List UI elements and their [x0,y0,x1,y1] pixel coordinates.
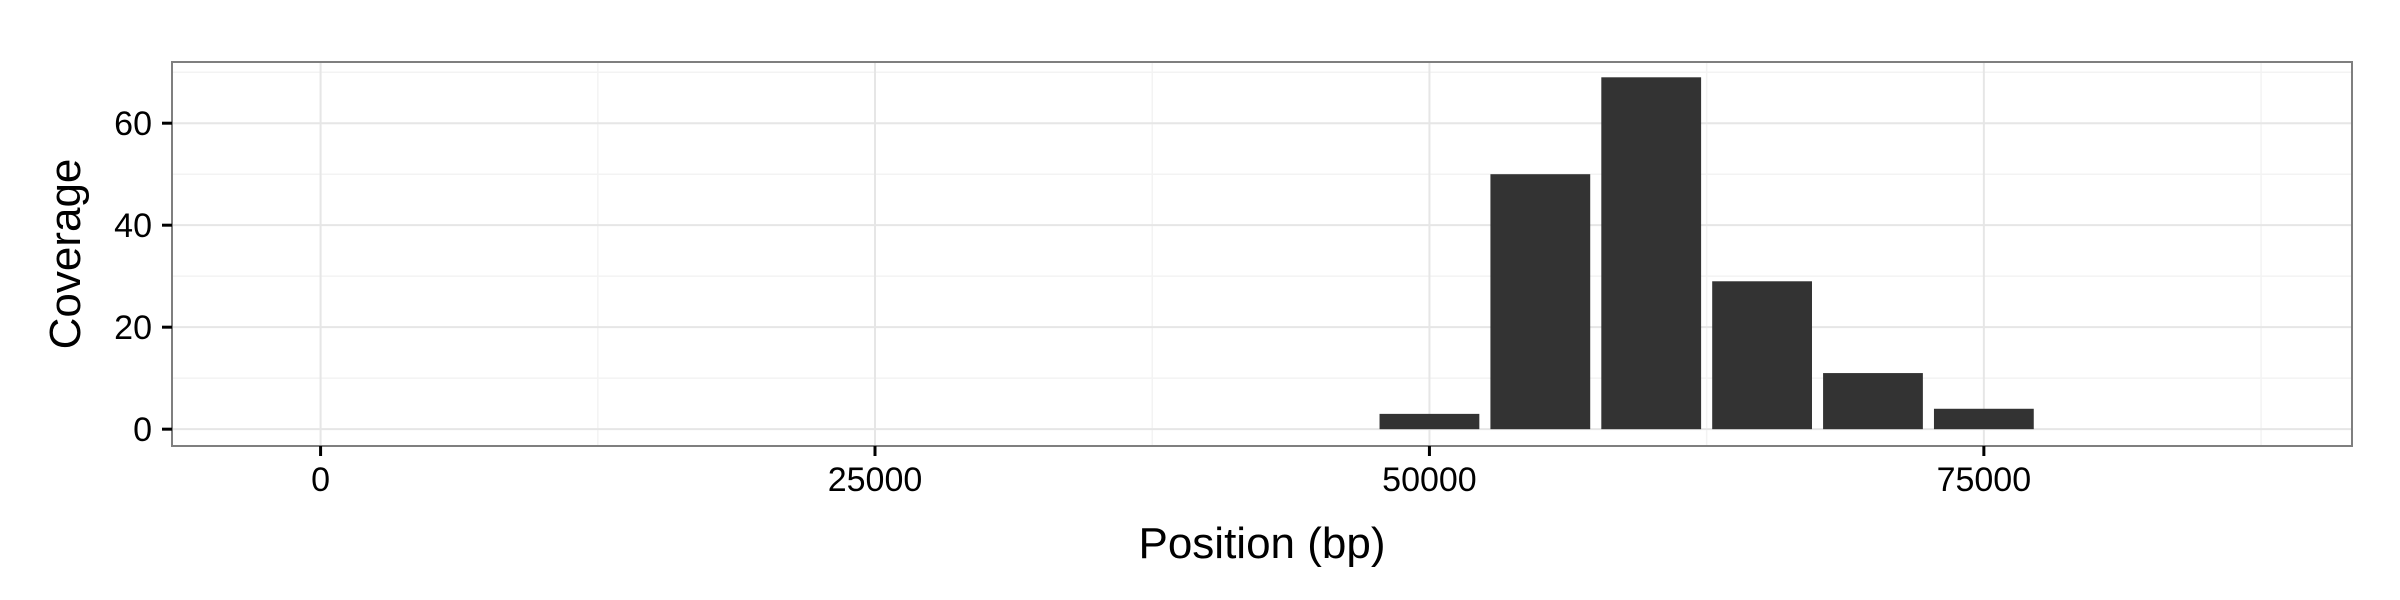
minor-gridlines [172,62,2352,446]
bars [1379,77,2034,430]
x-tick-label: 75000 [1937,461,2032,499]
bar [1379,413,1480,430]
plot-panel-border [171,61,2353,447]
y-axis: 0 20 40 60 [114,105,172,449]
y-axis-label: Coverage [41,159,90,350]
x-tick-label: 25000 [828,461,923,499]
y-tick-label: 0 [133,411,152,449]
major-gridlines [172,62,2352,446]
bar [1933,408,2034,430]
x-tick-label: 50000 [1382,461,1477,499]
x-axis: 0 25000 50000 75000 [311,446,2031,499]
bar [1712,281,1812,430]
bar [1490,174,1591,430]
bar [1601,77,1702,430]
y-tick-label: 60 [114,105,152,143]
x-axis-label: Position (bp) [1138,519,1385,568]
bar [1823,373,1923,430]
y-tick-label: 20 [114,309,152,347]
y-tick-label: 40 [114,207,152,245]
x-tick-label: 0 [311,461,330,499]
